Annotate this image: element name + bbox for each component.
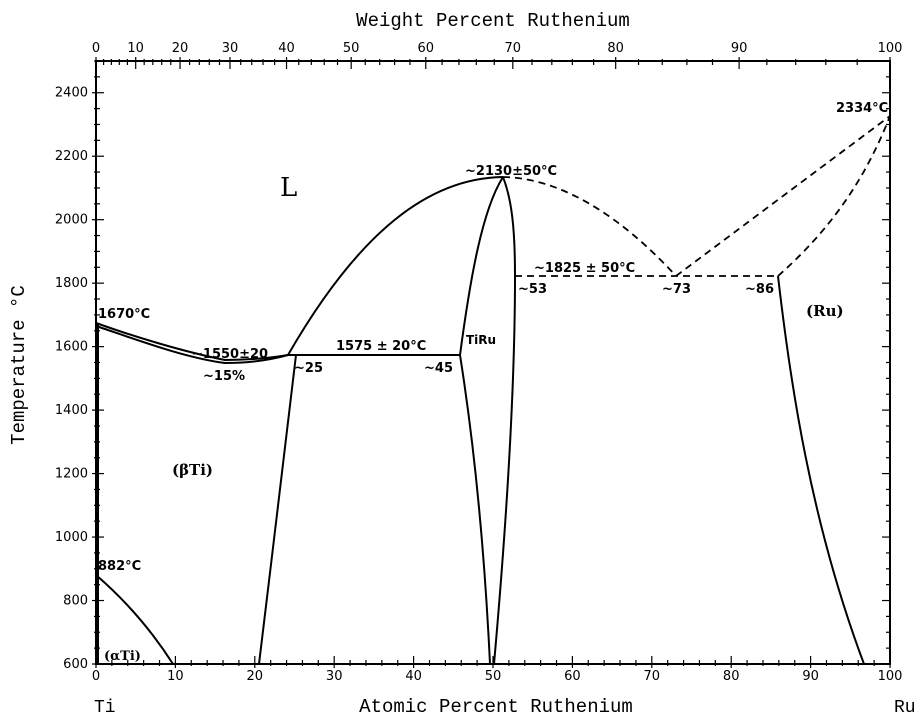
phase-tiru-label: TiRu [466, 333, 496, 347]
bottom-tick-label: 0 [92, 669, 100, 684]
top-tick-label: 10 [127, 41, 144, 56]
top-tick-label: 0 [92, 41, 100, 56]
top-tick-label: 100 [878, 41, 903, 56]
tiru-right-boundary [493, 176, 517, 665]
top-axis-title: Weight Percent Ruthenium [356, 10, 630, 32]
liquidus-ru [675, 115, 891, 277]
left-tick-label: 2400 [55, 86, 88, 101]
phase-beta-ti-label: (βTi) [172, 461, 213, 479]
top-tick-label: 20 [172, 41, 189, 56]
solidus-ru [777, 115, 891, 277]
top-tick-label: 80 [607, 41, 624, 56]
bottom-axis-title: Atomic Percent Ruthenium [359, 696, 633, 717]
minimum-temp-label: ~1550±20 [192, 347, 268, 362]
bottom-tick-label: 90 [802, 669, 819, 684]
axis-ticks: 0 10 20 30 40 50 60 70 80 90 1000 10 20 30 40 50 60 70 80 9… [55, 41, 903, 684]
bottom-tick-label: 80 [723, 669, 740, 684]
eutectic-temp-label: 1575 ± 20°C [336, 339, 426, 354]
right-element-label: Ru [894, 698, 916, 717]
peritectic-temp-label: ~1825 ± 50°C [534, 261, 635, 276]
tiru-melting-label: ~2130±50°C [465, 164, 557, 179]
top-tick-label: 90 [731, 41, 748, 56]
top-tick-label: 30 [222, 41, 239, 56]
bottom-tick-label: 100 [878, 669, 903, 684]
annotations: 1670°C ~1550±20 ~15% 1575 ± 20°C ~25 ~45… [98, 101, 888, 574]
peritectic-right-label: ~86 [745, 282, 774, 297]
left-tick-label: 1600 [55, 340, 88, 355]
left-tick-label: 1400 [55, 403, 88, 418]
phase-alpha-ti-label: (αTi) [104, 649, 141, 664]
beta-ti-solvus [258, 354, 297, 665]
bottom-tick-label: 20 [247, 669, 264, 684]
left-tick-label: 1200 [55, 467, 88, 482]
left-tick-label: 2200 [55, 149, 88, 164]
tiru-left-boundary [459, 176, 504, 356]
left-tick-label: 800 [63, 594, 88, 609]
bottom-tick-label: 40 [405, 669, 422, 684]
bottom-tick-label: 70 [644, 669, 661, 684]
liquidus-tiru-right [502, 176, 677, 277]
plot-frame [95, 60, 891, 665]
eutectic-left-label: ~25 [294, 361, 323, 376]
eutectic-right-label: ~45 [424, 361, 453, 376]
top-tick-label: 50 [343, 41, 360, 56]
phase-boundaries [95, 115, 891, 665]
top-tick-label: 70 [505, 41, 522, 56]
bottom-tick-label: 10 [167, 669, 184, 684]
left-tick-label: 1800 [55, 276, 88, 291]
top-tick-label: 60 [418, 41, 435, 56]
solidus-left [95, 325, 289, 365]
left-tick-label: 1000 [55, 530, 88, 545]
ru-solvus [777, 275, 865, 665]
bottom-tick-label: 60 [564, 669, 581, 684]
bottom-tick-label: 50 [485, 669, 502, 684]
phase-ru-label: (Ru) [806, 302, 844, 320]
ru-melting-label: 2334°C [836, 101, 888, 116]
ti-melting-label: 1670°C [98, 307, 150, 322]
left-tick-label: 600 [63, 657, 88, 672]
alpha-beta-label: 882°C [98, 559, 141, 574]
peritectic-left-label: ~53 [518, 282, 547, 297]
tiru-left-subsolidus [459, 354, 491, 665]
axis-titles: Weight Percent Ruthenium Atomic Percent … [8, 10, 916, 717]
peritectic-mid-label: ~73 [662, 282, 691, 297]
left-element-label: Ti [94, 698, 116, 717]
bottom-tick-label: 30 [326, 669, 343, 684]
phase-liquid-label: L [280, 173, 297, 203]
left-axis-title: Temperature °C [8, 285, 30, 445]
minimum-comp-label: ~15% [203, 369, 245, 384]
left-tick-label: 2000 [55, 213, 88, 228]
alpha-ti-boundary [95, 574, 174, 665]
liquidus-tiru-left [287, 176, 504, 356]
liquidus-left [95, 322, 289, 362]
phase-labels: L (βTi) (αTi) (Ru) TiRu [104, 173, 844, 664]
top-tick-label: 40 [278, 41, 295, 56]
